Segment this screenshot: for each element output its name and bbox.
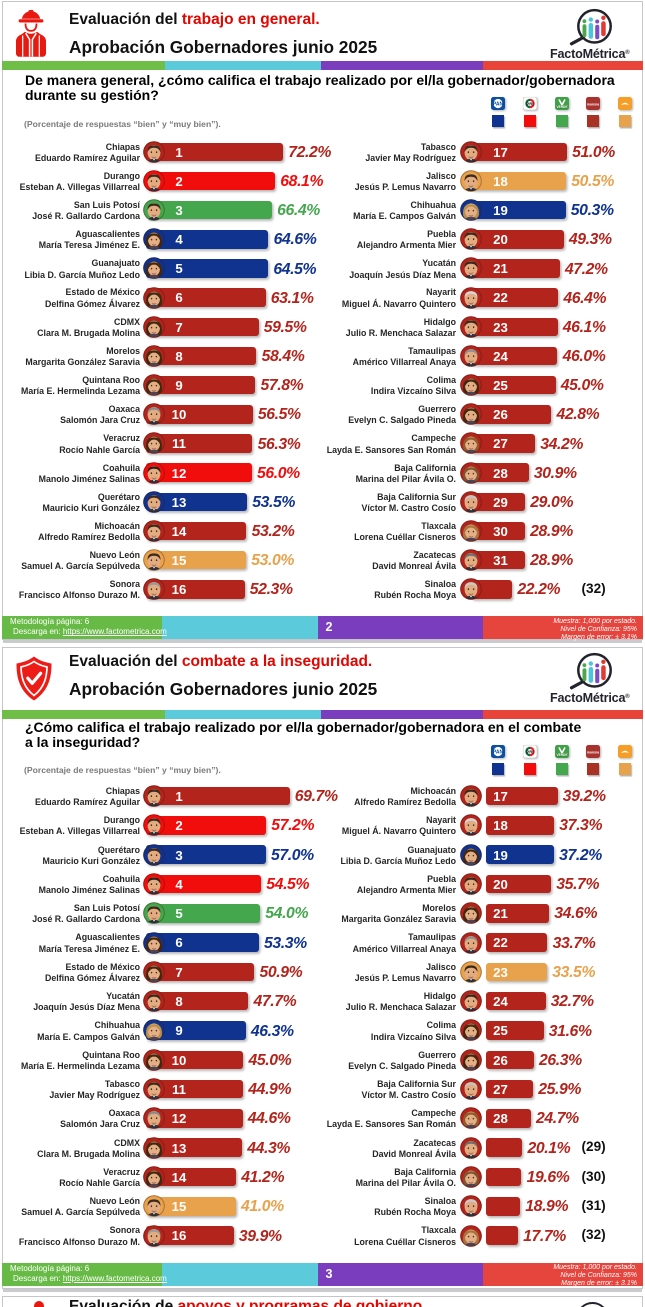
svg-text:morena: morena xyxy=(587,102,599,106)
svg-text:PRI: PRI xyxy=(526,749,534,754)
svg-text:PAN: PAN xyxy=(493,102,504,108)
svg-text:PRI: PRI xyxy=(526,101,534,106)
svg-text:VERDE: VERDE xyxy=(556,105,567,109)
svg-text:PAN: PAN xyxy=(493,749,504,755)
svg-text:morena: morena xyxy=(587,750,599,754)
svg-text:VERDE: VERDE xyxy=(556,753,567,757)
